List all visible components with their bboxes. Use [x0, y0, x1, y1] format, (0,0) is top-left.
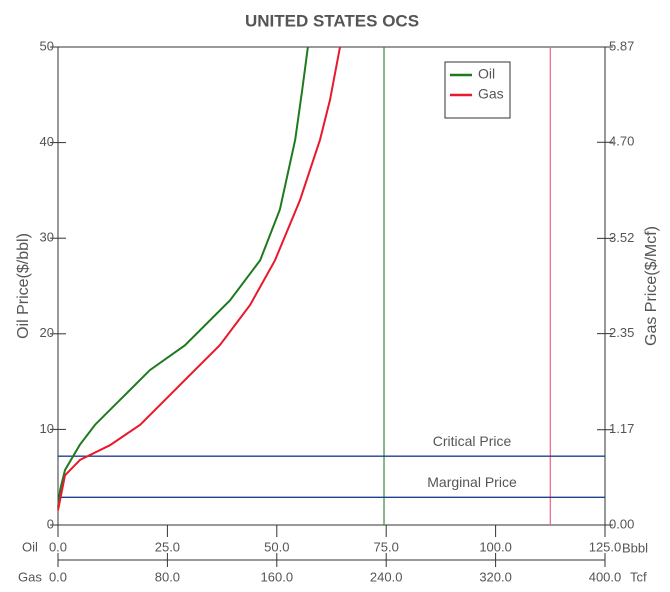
chart-title: UNITED STATES OCS — [245, 11, 419, 30]
y-tick-label: 40 — [40, 134, 54, 149]
x-tick-label: 100.0 — [479, 539, 512, 554]
y2-tick-label: 1.17 — [609, 421, 634, 436]
x2-tick-label: 320.0 — [479, 569, 512, 584]
x-unit: Bbbl — [622, 540, 648, 555]
x-tick-label: 0.0 — [49, 539, 67, 554]
x2-tick-label: 80.0 — [155, 569, 180, 584]
x-tick-label: 125.0 — [589, 539, 622, 554]
y2-tick-label: 4.70 — [609, 134, 634, 149]
x-tick-label: 25.0 — [155, 539, 180, 554]
plot-frame — [57, 46, 606, 526]
y-tick-label: 50 — [40, 38, 54, 53]
y-tick-label: 0 — [47, 516, 54, 531]
x2-unit: Tcf — [630, 569, 647, 584]
series-line — [57, 46, 341, 511]
y-tick-label: 30 — [40, 230, 54, 245]
legend-box — [444, 61, 511, 119]
legend-label: Gas — [478, 86, 504, 102]
y2-axis-label: Gas Price($/Mcf) — [643, 226, 660, 346]
x-tick-label: 75.0 — [374, 539, 399, 554]
series-line — [57, 46, 309, 508]
x-axis-name: Oil — [22, 539, 38, 554]
y2-tick-label: 0.00 — [609, 516, 634, 531]
y-tick-label: 20 — [40, 325, 54, 340]
reference-line-label: Critical Price — [433, 433, 512, 449]
x2-axis-name: Gas — [18, 569, 42, 584]
y2-tick-label: 5.87 — [609, 38, 634, 53]
y-axis-label: Oil Price($/bbl) — [15, 233, 32, 339]
y2-tick-label: 3.52 — [609, 230, 634, 245]
y2-tick-label: 2.35 — [609, 325, 634, 340]
x2-tick-label: 160.0 — [261, 569, 294, 584]
x2-tick-label: 240.0 — [370, 569, 403, 584]
x2-tick-label: 0.0 — [49, 569, 67, 584]
y-tick-label: 10 — [40, 421, 54, 436]
x2-tick-label: 400.0 — [589, 569, 622, 584]
legend-label: Oil — [478, 66, 495, 82]
x-tick-label: 50.0 — [264, 539, 289, 554]
reference-line-label: Marginal Price — [427, 474, 517, 490]
